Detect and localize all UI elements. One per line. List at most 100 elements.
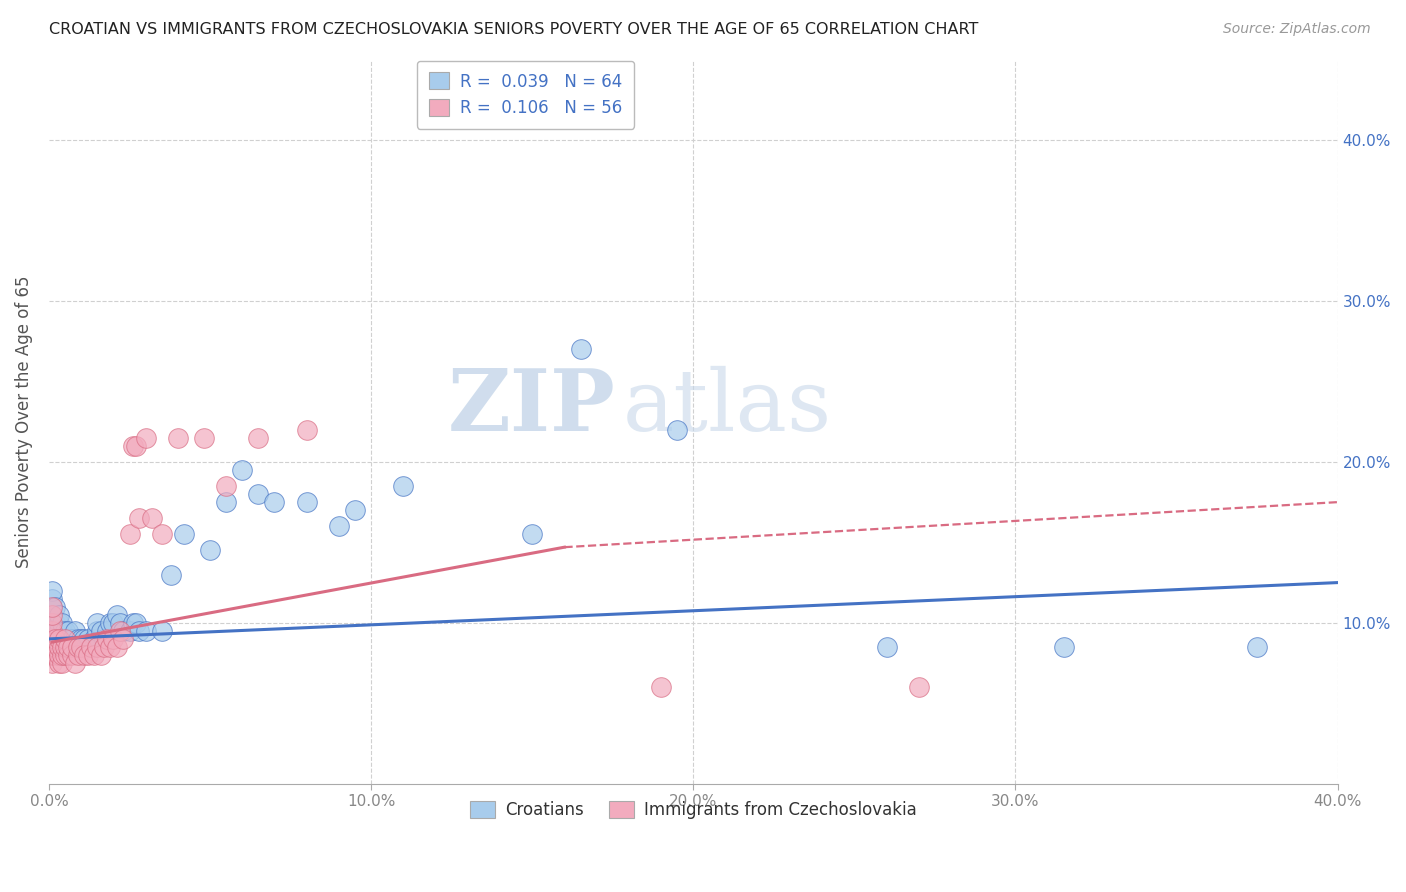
Point [48,632,70,646]
Point [53,648,76,662]
Point [135,624,157,638]
Point [103,615,125,630]
Point [1053,640,1076,654]
Point [60,632,83,646]
Point [160,567,183,582]
Point [295,423,318,437]
Point [392,479,415,493]
Point [41,640,63,654]
Point [53,632,76,646]
Y-axis label: Seniors Poverty Over the Age of 65: Seniors Poverty Over the Age of 65 [15,276,32,568]
Point [51,624,73,638]
Point [44,632,66,646]
Point [41,624,63,638]
Point [48,640,70,654]
Point [76,632,98,646]
Point [215,495,238,509]
Point [263,495,285,509]
Point [48,656,70,670]
Point [51,648,73,662]
Point [48,624,70,638]
Point [41,607,63,622]
Point [86,640,108,654]
Point [76,648,98,662]
Point [121,615,143,630]
Point [41,624,63,638]
Point [58,640,80,654]
Point [215,479,238,493]
Point [51,640,73,654]
Point [73,632,96,646]
Point [98,640,121,654]
Point [121,439,143,453]
Point [70,632,93,646]
Point [44,640,66,654]
Point [66,632,89,646]
Point [53,624,76,638]
Point [103,632,125,646]
Point [41,648,63,662]
Point [108,615,131,630]
Text: ZIP: ZIP [449,365,616,450]
Point [63,624,86,638]
Point [112,624,135,638]
Point [173,527,195,541]
Point [53,640,76,654]
Point [44,648,66,662]
Point [86,615,108,630]
Point [89,648,111,662]
Point [166,431,188,445]
Legend: Croatians, Immigrants from Czechoslovakia: Croatians, Immigrants from Czechoslovaki… [464,795,924,826]
Point [80,640,103,654]
Point [1246,640,1268,654]
Point [89,624,111,638]
Point [66,648,89,662]
Point [53,632,76,646]
Point [48,632,70,646]
Text: Source: ZipAtlas.com: Source: ZipAtlas.com [1223,22,1371,37]
Point [247,431,270,445]
Point [41,591,63,606]
Point [58,624,80,638]
Point [666,423,689,437]
Point [105,640,128,654]
Point [41,632,63,646]
Point [193,431,215,445]
Point [41,583,63,598]
Point [98,615,121,630]
Point [295,495,318,509]
Point [135,431,157,445]
Point [66,640,89,654]
Point [118,624,141,638]
Point [150,624,173,638]
Text: atlas: atlas [623,366,831,449]
Point [58,648,80,662]
Point [108,624,131,638]
Point [328,519,350,533]
Point [141,511,163,525]
Point [60,648,83,662]
Point [125,439,148,453]
Point [58,632,80,646]
Point [83,632,105,646]
Point [83,648,105,662]
Point [73,648,96,662]
Point [650,680,672,694]
Point [247,487,270,501]
Point [48,615,70,630]
Point [51,632,73,646]
Point [44,640,66,654]
Point [522,527,544,541]
Point [41,615,63,630]
Point [128,511,150,525]
Point [63,656,86,670]
Point [876,640,898,654]
Point [60,640,83,654]
Point [93,640,115,654]
Point [118,527,141,541]
Point [125,615,148,630]
Point [70,640,93,654]
Point [128,624,150,638]
Point [41,599,63,614]
Point [908,680,931,694]
